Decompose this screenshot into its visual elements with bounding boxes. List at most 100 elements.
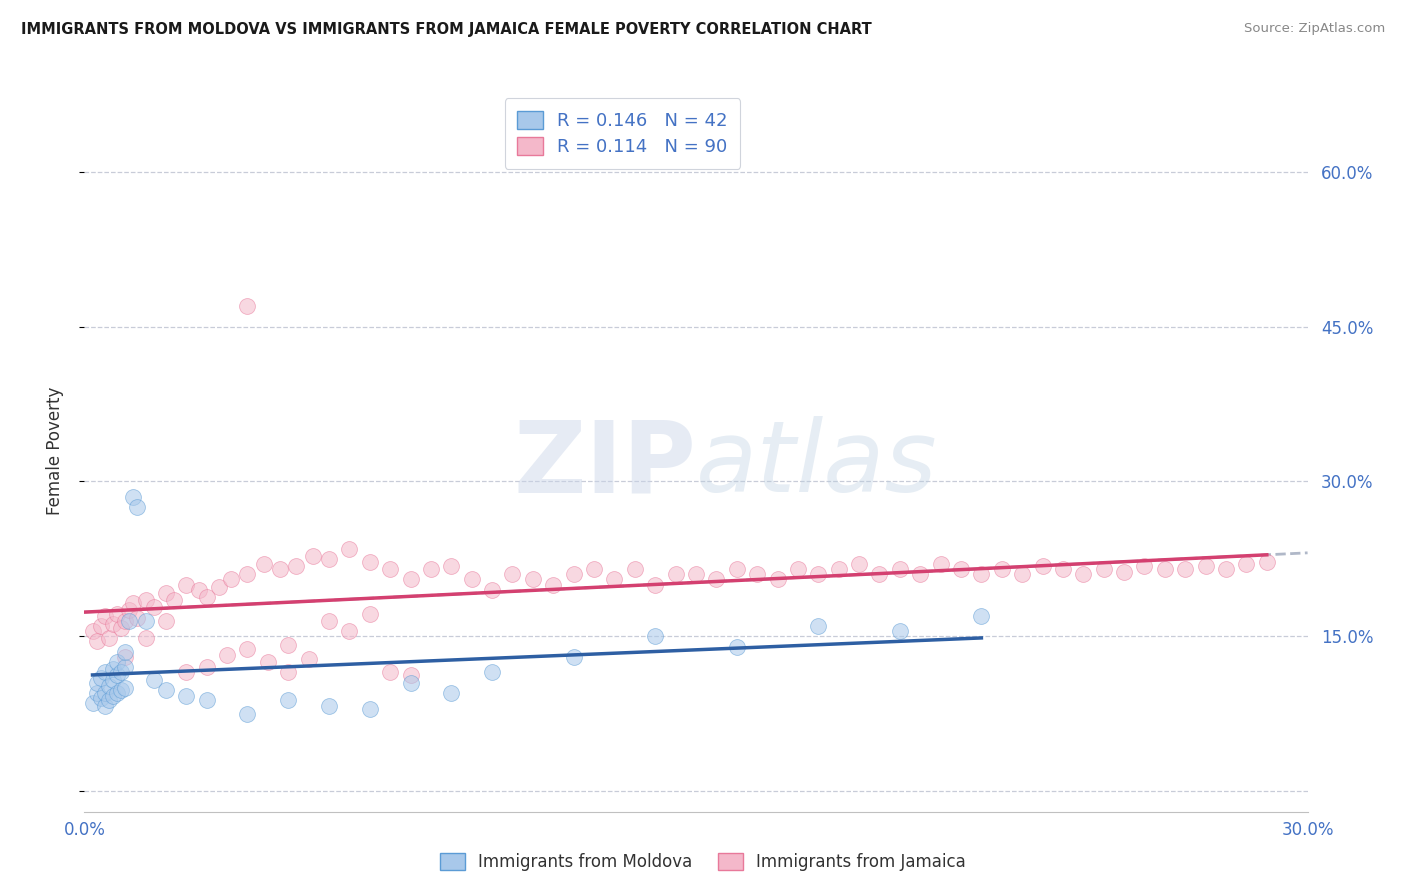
Point <box>101 689 124 703</box>
Point <box>970 608 993 623</box>
Point <box>399 573 422 587</box>
Point <box>127 610 149 624</box>
Point <box>97 679 120 693</box>
Point <box>127 500 149 515</box>
Point <box>725 640 748 654</box>
Point <box>481 582 503 597</box>
Point <box>583 562 606 576</box>
Point <box>339 624 361 639</box>
Point <box>1215 562 1237 576</box>
Point <box>725 562 748 576</box>
Point <box>277 665 299 680</box>
Point <box>685 567 707 582</box>
Point <box>807 567 830 582</box>
Point <box>502 567 524 582</box>
Point <box>90 619 112 633</box>
Point <box>105 686 128 700</box>
Point <box>318 699 340 714</box>
Point <box>269 562 291 576</box>
Point <box>195 590 218 604</box>
Point <box>440 559 463 574</box>
Point <box>105 607 128 621</box>
Y-axis label: Female Poverty: Female Poverty <box>45 386 63 515</box>
Point <box>93 608 115 623</box>
Point <box>114 660 136 674</box>
Point <box>155 586 177 600</box>
Point <box>1052 562 1074 576</box>
Point <box>217 648 239 662</box>
Point <box>97 693 120 707</box>
Point <box>219 573 242 587</box>
Point <box>114 645 136 659</box>
Point <box>359 701 381 715</box>
Point <box>277 693 299 707</box>
Point <box>318 614 340 628</box>
Point <box>380 665 402 680</box>
Point <box>114 681 136 695</box>
Point <box>787 562 810 576</box>
Point <box>339 541 361 556</box>
Point <box>318 551 340 566</box>
Point <box>481 665 503 680</box>
Point <box>110 665 132 680</box>
Point <box>208 580 231 594</box>
Point <box>298 652 321 666</box>
Point <box>86 675 108 690</box>
Point <box>142 600 165 615</box>
Point <box>236 641 259 656</box>
Point <box>118 614 141 628</box>
Point <box>195 660 218 674</box>
Point <box>380 562 402 576</box>
Point <box>82 696 104 710</box>
Point <box>122 596 145 610</box>
Point <box>97 632 120 646</box>
Point <box>910 567 932 582</box>
Point <box>1032 559 1054 574</box>
Point <box>747 567 769 582</box>
Point <box>644 577 666 591</box>
Point <box>1154 562 1177 576</box>
Point <box>929 557 952 571</box>
Point <box>135 614 157 628</box>
Point <box>1195 559 1218 574</box>
Point <box>114 649 136 664</box>
Point <box>285 559 308 574</box>
Point <box>543 577 565 591</box>
Point <box>562 567 585 582</box>
Point <box>90 671 112 685</box>
Point <box>101 616 124 631</box>
Point <box>187 582 209 597</box>
Point <box>86 686 108 700</box>
Point <box>522 573 544 587</box>
Point <box>101 673 124 687</box>
Point <box>828 562 851 576</box>
Point <box>1174 562 1197 576</box>
Point <box>105 655 128 669</box>
Legend: Immigrants from Moldova, Immigrants from Jamaica: Immigrants from Moldova, Immigrants from… <box>432 845 974 880</box>
Point <box>807 619 830 633</box>
Point <box>991 562 1014 576</box>
Point <box>110 682 132 697</box>
Point <box>93 665 115 680</box>
Text: ZIP: ZIP <box>513 417 696 514</box>
Point <box>889 562 911 576</box>
Point <box>163 593 186 607</box>
Point <box>440 686 463 700</box>
Point <box>174 665 197 680</box>
Point <box>257 655 280 669</box>
Point <box>236 567 259 582</box>
Point <box>110 621 132 635</box>
Point <box>889 624 911 639</box>
Point <box>1092 562 1115 576</box>
Point <box>766 573 789 587</box>
Point <box>82 624 104 639</box>
Text: Source: ZipAtlas.com: Source: ZipAtlas.com <box>1244 22 1385 36</box>
Point <box>1256 555 1278 569</box>
Point <box>1011 567 1033 582</box>
Point <box>122 490 145 504</box>
Point <box>461 573 484 587</box>
Point <box>1073 567 1095 582</box>
Point <box>277 638 299 652</box>
Point <box>399 668 422 682</box>
Point <box>155 614 177 628</box>
